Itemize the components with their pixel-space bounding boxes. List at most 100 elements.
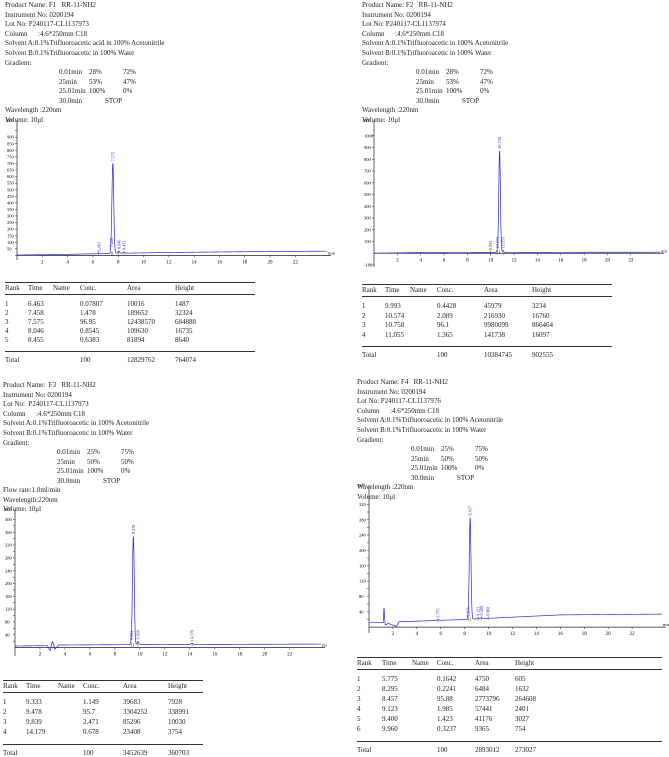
table-cell: 1 — [3, 698, 7, 706]
meta-line: Column :4.6*250mm C18 — [5, 29, 88, 38]
y-tick-label: 800 — [7, 148, 15, 153]
meta-line: Column :4.6*250mm C18 — [357, 406, 440, 415]
meta-line: Lot No: P240117-CL1137973 — [3, 400, 89, 409]
gradient-cell: 53% — [446, 77, 459, 86]
table-header: Name — [412, 659, 429, 667]
gradient-cell: 25min — [411, 454, 429, 463]
table-rule — [3, 680, 203, 681]
method-info: Product Name: F1 RR-11-NH2 Instrument No:… — [5, 1, 335, 68]
y-tick-label: 40 — [359, 609, 364, 614]
table-total-cell: Total — [3, 749, 18, 757]
y-tick-label: 120 — [359, 579, 367, 584]
table-cell: 8640 — [175, 336, 189, 344]
x-tick-label: 22 — [293, 260, 299, 265]
y-tick-label: 400 — [7, 200, 15, 205]
method-info: Product Name: F2 RR-11-NH2 Instrument No:… — [362, 1, 667, 68]
x-tick-label: 16 — [217, 260, 223, 265]
gradient-cell: 0.01min — [57, 448, 81, 457]
report-panel-f1: Product Name: F1 RR-11-NH2 Instrument No:… — [5, 1, 335, 364]
table-header: Conc. — [437, 659, 454, 667]
x-tick-label: 4 — [66, 260, 69, 265]
y-tick-label: 300 — [7, 214, 15, 219]
meta-line: Solvent A:0.1%Trifluoroacetic acid in 10… — [5, 39, 165, 48]
gradient-cell: 50% — [441, 454, 454, 463]
signal-trace — [17, 163, 327, 256]
table-header: Area — [484, 286, 498, 294]
peak-label: 9.333 — [129, 631, 134, 640]
meta-line: Instrument No: 0200194 — [357, 387, 426, 396]
meta-line: Gradient: — [5, 58, 32, 67]
y-tick-label: 750 — [7, 154, 15, 159]
gradient-cell: 75% — [475, 445, 488, 454]
table-rule — [362, 346, 612, 347]
table-cell: 10016 — [127, 300, 145, 308]
gradient-cell: 25% — [441, 445, 454, 454]
gradient-cell: 30.0min — [57, 476, 81, 485]
x-axis-label: min — [663, 622, 669, 627]
gradient-cell: 47% — [123, 77, 136, 86]
y-tick-label: 850 — [7, 141, 15, 146]
table-cell: 0.3237 — [437, 725, 457, 733]
x-tick-label: 2 — [41, 260, 44, 265]
table-cell: 2401 — [515, 705, 529, 713]
gradient-cell: STOP — [462, 96, 479, 105]
table-total-cell: Total — [357, 746, 372, 754]
gradient-cell: 25.01min — [411, 464, 438, 473]
table-cell: 8.457 — [382, 695, 398, 703]
peak-label: 6.463 — [96, 242, 101, 251]
table-cell: 96.95 — [80, 318, 96, 326]
table-cell: 338991 — [168, 708, 189, 716]
y-tick-label: 80 — [359, 594, 364, 599]
y-tick-label: 700 — [7, 161, 15, 166]
gradient-cell: 72% — [480, 68, 493, 77]
table-cell: 0.4428 — [437, 302, 457, 310]
table-cell: 45979 — [484, 302, 502, 310]
y-axis-label: mV — [363, 119, 371, 124]
table-cell: 684888 — [175, 318, 196, 326]
meta-line: Solvent B:0.1%Trifluoroacetic in 100% Wa… — [362, 48, 492, 57]
peak-label: 11.055 — [501, 237, 506, 248]
table-header: Rank — [362, 286, 377, 294]
table-cell: 2 — [357, 685, 361, 693]
y-tick-label: 120 — [5, 607, 13, 612]
table-rule — [357, 657, 662, 658]
table-cell: 605 — [515, 675, 526, 683]
peak-label: 5.775 — [436, 608, 441, 617]
gradient-cell: 28% — [446, 68, 459, 77]
meta-line: Solvent A:0.1%Trifluoroacetic in 100% Ac… — [357, 416, 504, 425]
y-tick-label: 80 — [5, 620, 10, 625]
y-tick-label: 160 — [5, 594, 13, 599]
table-cell: 109630 — [127, 327, 148, 335]
y-tick-label: 600 — [7, 174, 15, 179]
gradient-cell: 0.01min — [416, 68, 440, 77]
table-cell: 39683 — [123, 698, 141, 706]
table-header: Time — [382, 659, 397, 667]
table-cell: 4 — [3, 728, 7, 736]
table-total-cell: 12829762 — [127, 356, 155, 364]
y-tick-label: 280 — [5, 555, 13, 560]
x-tick-label: 20 — [606, 632, 612, 637]
table-total-cell: 10384745 — [484, 351, 512, 359]
gradient-cell: 0% — [475, 464, 485, 473]
gradient-cell: STOP — [457, 473, 474, 482]
table-header: Name — [53, 284, 70, 292]
table-rule — [3, 744, 203, 745]
gradient-cell: 53% — [89, 77, 102, 86]
table-cell: 3 — [357, 695, 361, 703]
meta-line: Solvent A:0.1%Trifluoroacetic in 100% Ac… — [3, 419, 150, 428]
table-total-cell: 100 — [437, 351, 448, 359]
table-cell: 57441 — [475, 705, 493, 713]
method-info: Product Name: F3 RR-11-NH2 Instrument No:… — [3, 381, 333, 448]
gradient-cell: 0% — [480, 87, 490, 96]
x-tick-label: 12 — [512, 258, 518, 263]
table-cell: 1.149 — [83, 698, 99, 706]
gradient-cell: 100% — [89, 87, 106, 96]
gradient-cell: 50% — [121, 457, 134, 466]
gradient-cell: 25.01min — [59, 87, 86, 96]
x-tick-label: 22 — [628, 258, 634, 263]
table-cell: 4750 — [475, 675, 489, 683]
x-tick-label: 16 — [558, 632, 564, 637]
table-total-cell: 3452639 — [123, 749, 148, 757]
table-cell: 9.123 — [382, 705, 398, 713]
